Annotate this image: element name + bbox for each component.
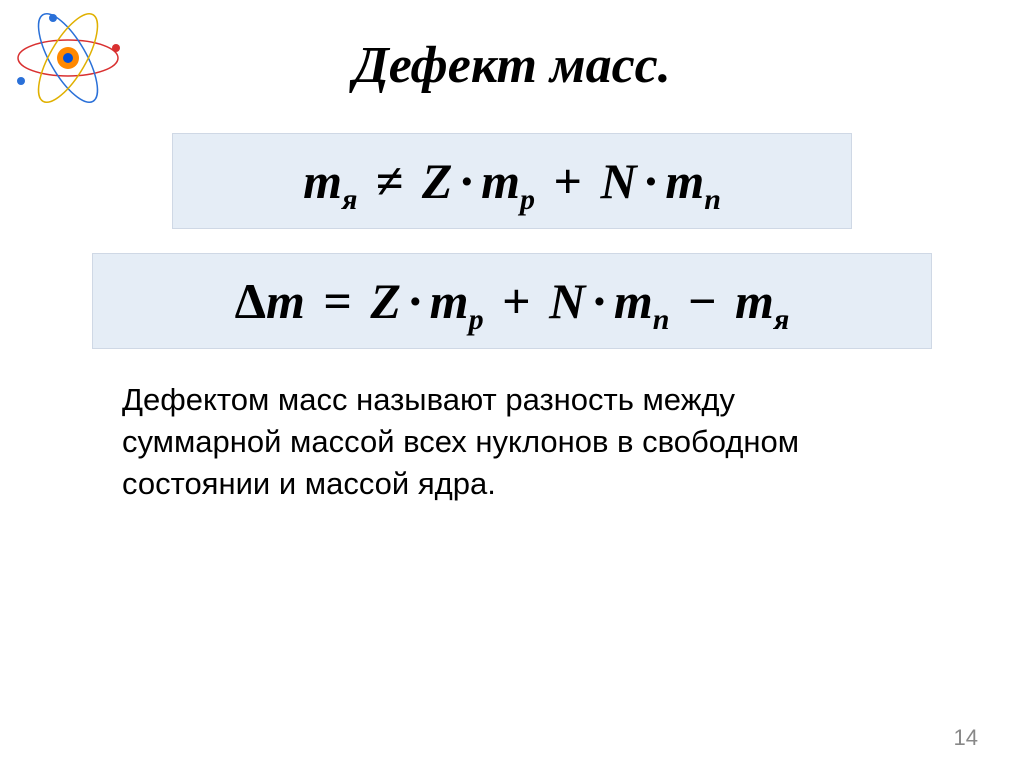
page-number: 14 bbox=[954, 725, 978, 751]
atom-icon bbox=[8, 8, 128, 108]
formula-box-1: mя ≠ Z·mp + N·mn bbox=[172, 133, 852, 229]
definition-text: Дефектом масс называют разность между су… bbox=[122, 379, 902, 505]
formula-box-2: Δm = Z·mp + N·mn − mя bbox=[92, 253, 932, 349]
formula-1: mя ≠ Z·mp + N·mn bbox=[201, 152, 823, 210]
slide-title: Дефект масс. bbox=[0, 0, 1024, 115]
formula-2: Δm = Z·mp + N·mn − mя bbox=[121, 272, 903, 330]
